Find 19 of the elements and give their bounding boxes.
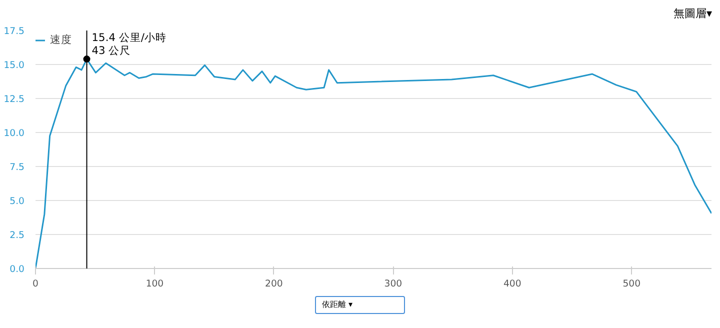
x-tick-label: 0 (32, 278, 39, 290)
y-tick-label: 10.0 (4, 128, 25, 139)
y-tick-label: 5.0 (10, 196, 25, 207)
x-tick-label: 500 (622, 278, 641, 290)
y-tick-label: 17.5 (4, 26, 25, 37)
annotation: 15.4 公里/小時 (92, 31, 166, 44)
y-tick-label: 0.0 (10, 264, 25, 275)
legend-label: 速度 (50, 33, 72, 47)
annotation: 43 公尺 (92, 44, 131, 58)
x-tick-label: 100 (146, 278, 164, 290)
y-tick-label: 2.5 (10, 230, 25, 241)
x-tick-label: 200 (265, 278, 283, 290)
text: 依距離 ▾ (322, 299, 353, 310)
x-tick-label: 300 (384, 278, 402, 290)
y-tick-label: 15.0 (4, 60, 25, 71)
text: 無圖層▾ (673, 6, 712, 22)
y-tick-label: 12.5 (4, 94, 25, 105)
x-tick-label: 400 (503, 278, 522, 290)
y-tick-label: 7.5 (10, 162, 25, 173)
